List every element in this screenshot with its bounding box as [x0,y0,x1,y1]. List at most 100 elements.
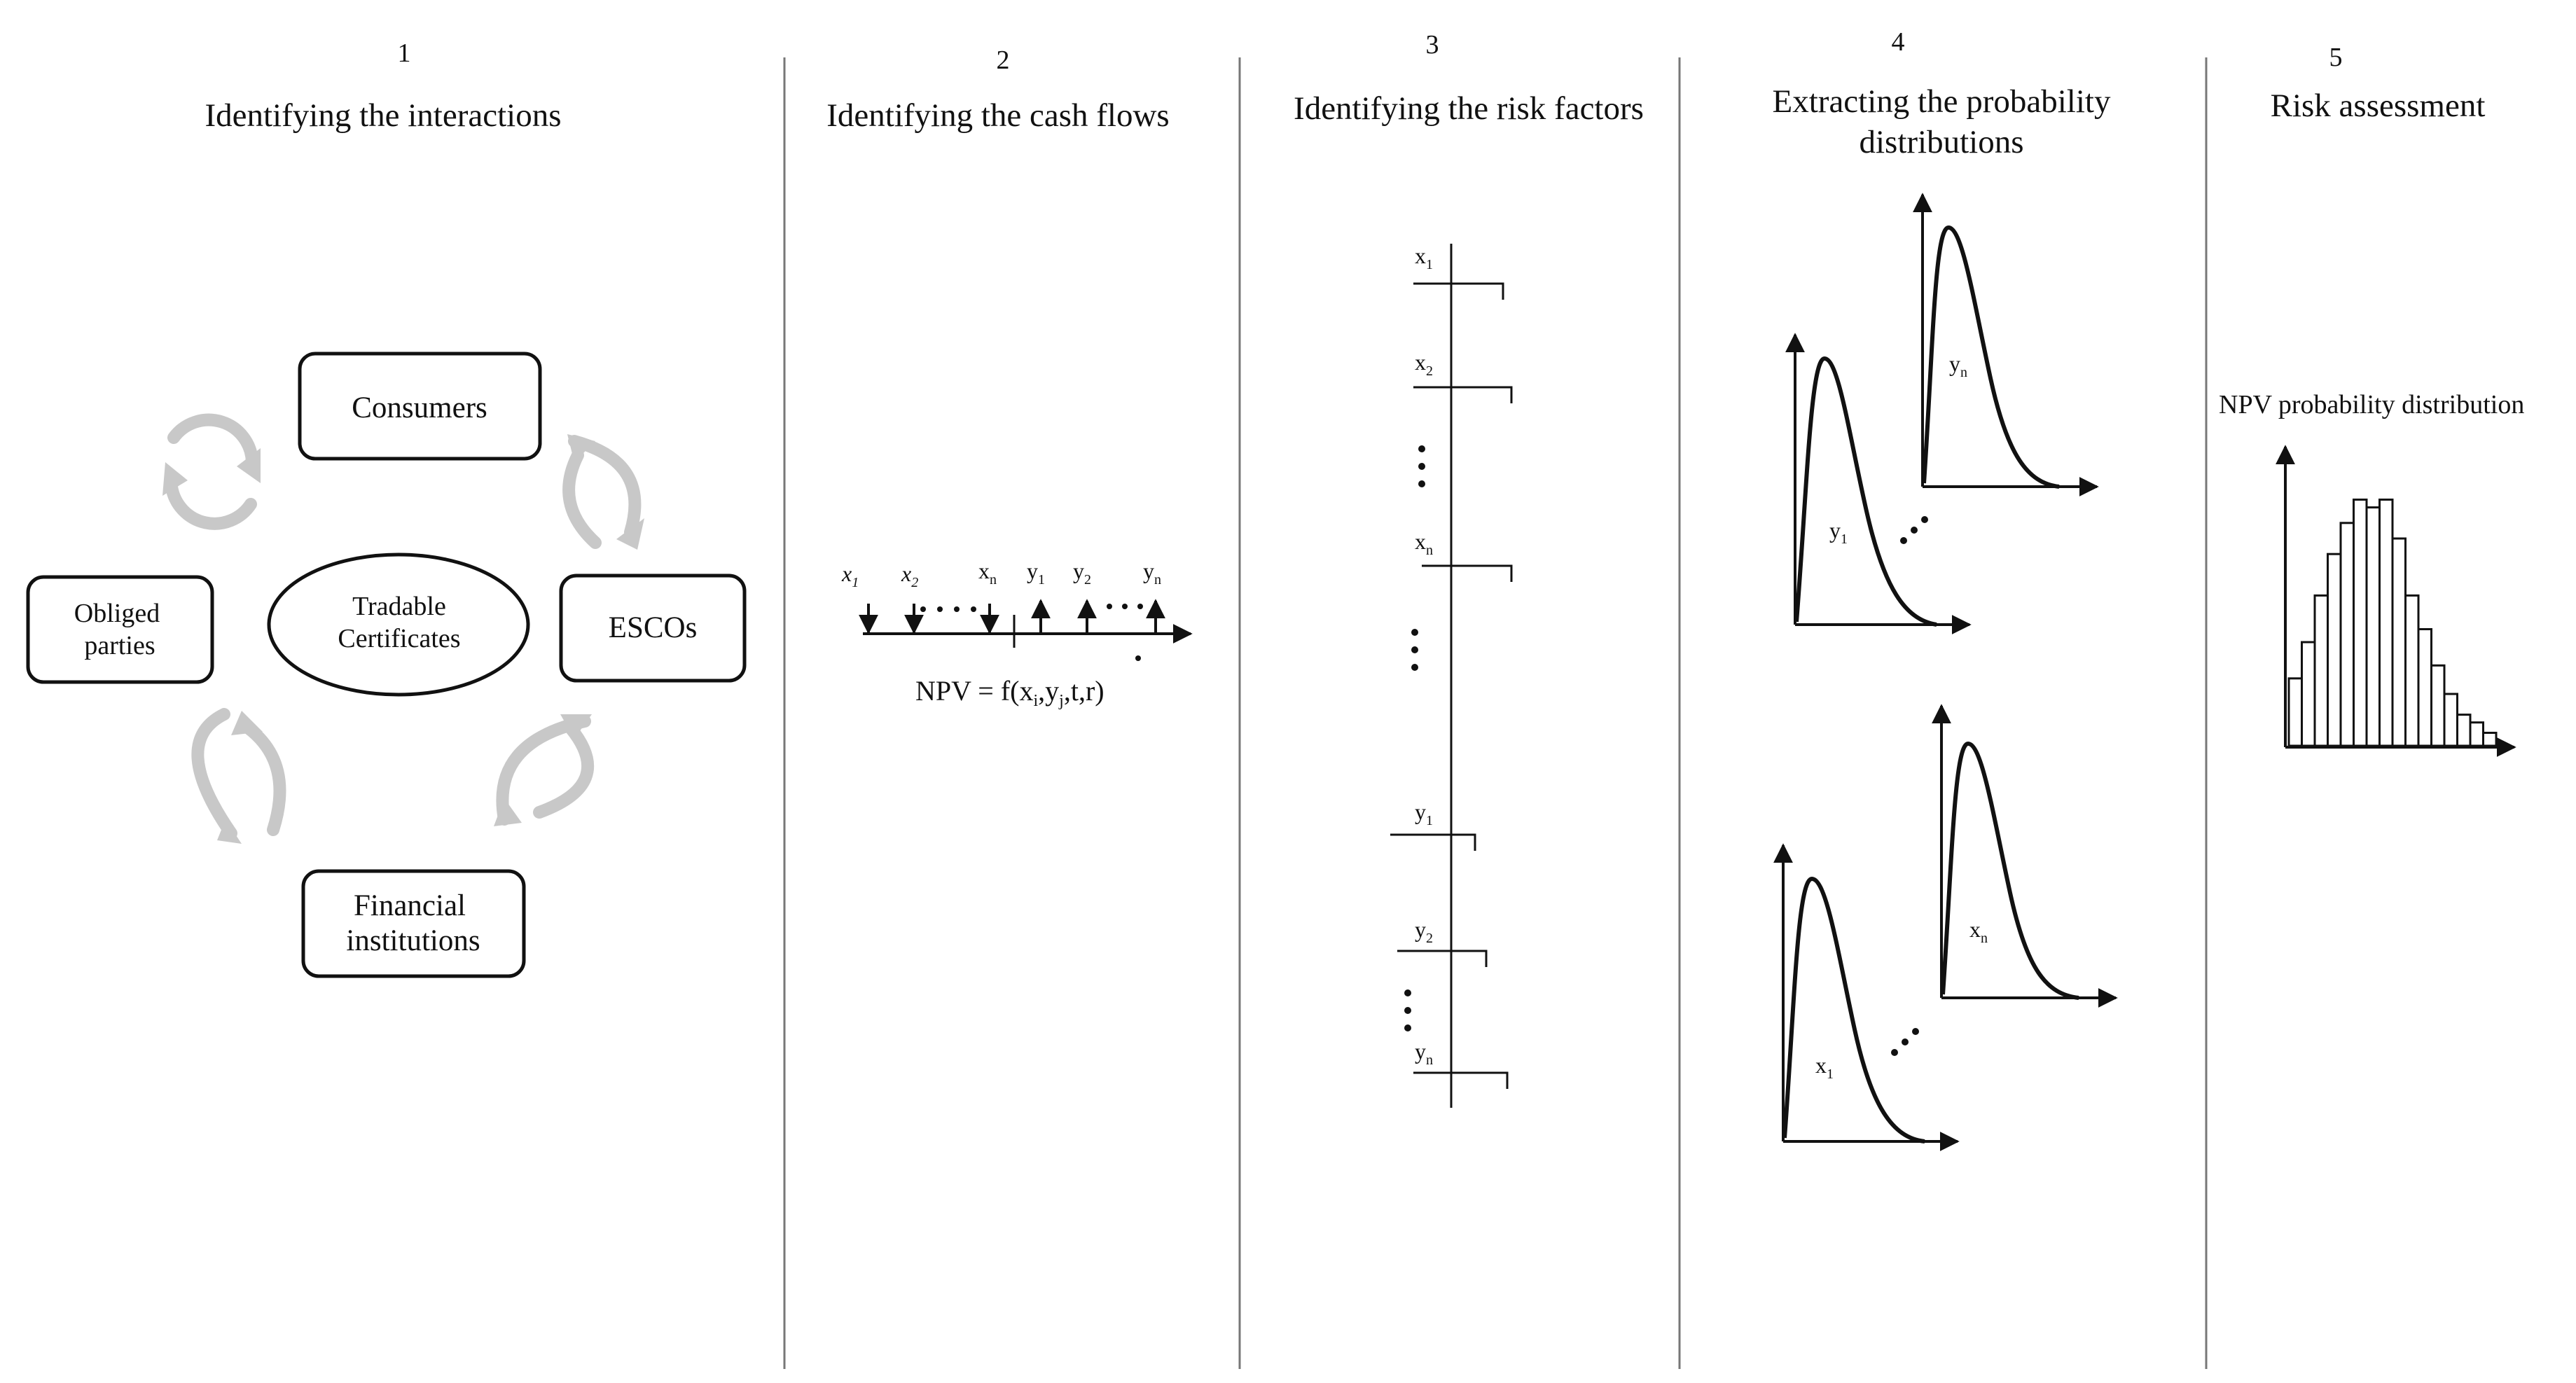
dot [1418,463,1425,470]
histogram-bar [2469,721,2484,747]
financial-label-line2: institutions [346,924,480,957]
cycle-arrow-icon-bottom-left [191,708,286,844]
column-3-number: 3 [1426,30,1439,60]
dot [1135,655,1141,661]
dot [1891,1049,1898,1056]
cycle-arrow-icon-top-left [162,413,261,530]
cash-label-x2: x2 [901,561,918,590]
column-1-number: 1 [398,39,411,68]
histogram-bar [2456,714,2472,747]
cash-flow-diagram: x1 x2 xn y1 y2 yn NPV = f(xi,yj,t,r) [841,558,1193,710]
histogram-bar [2482,732,2498,747]
histogram-bar [2443,693,2458,747]
dot [937,606,943,612]
histogram-bar [2391,537,2407,747]
tradable-label-line2: Certificates [338,624,460,653]
dot [1902,1038,1909,1045]
column-5-number: 5 [2329,43,2343,72]
dot [1411,629,1418,636]
column-3-title: Identifying the risk factors [1294,90,1644,127]
column-4-title-line2: distributions [1859,124,2023,160]
financial-institutions-box [301,869,526,978]
dot [1911,527,1918,534]
risk-bracket-xn [1422,564,1513,582]
dot [1418,445,1425,452]
dist-x1-curve [1782,876,1925,1144]
tradable-certificates-ellipse [267,552,530,697]
histogram-bar [2365,506,2381,747]
cycle-arrow-icon-bottom-right [494,714,595,826]
histogram-bar [2313,594,2329,747]
risk-label-y2: y2 [1415,917,1433,946]
dot [1404,989,1411,996]
dot [971,606,976,612]
risk-label-yn: yn [1415,1038,1433,1068]
histogram-bar [2378,499,2394,747]
dot [954,606,960,612]
risk-assessment-diagram: NPV probability distribution [2219,390,2524,757]
histogram-bars [2287,499,2498,747]
column-5-title: Risk assessment [2271,88,2486,124]
risk-label-xn: xn [1415,529,1433,558]
dot [1404,1024,1411,1031]
cycle-arrow-icon-top-right [562,434,644,550]
cash-label-x1: x1 [841,561,859,590]
dot [1411,646,1418,653]
dot [1912,1028,1919,1035]
obliged-parties-box [26,575,214,684]
risk-bracket-yn [1413,1071,1509,1089]
obliged-label-line2: parties [84,631,155,660]
column-4-title-line1: Extracting the probability [1773,83,2111,120]
dot [1921,516,1928,523]
dot [1122,604,1128,609]
dist-label-xn: xn [1969,917,1988,946]
consumers-label: Consumers [352,391,487,424]
npv-distribution-label: NPV probability distribution [2219,390,2524,419]
risk-label-x1: x1 [1415,243,1433,272]
cash-label-y1: y1 [1027,558,1045,588]
dist-label-x1: x1 [1815,1052,1834,1082]
risk-bracket-x2 [1413,386,1513,403]
histogram-bar [2353,499,2368,747]
escos-box [559,574,747,683]
dist-label-yn: yn [1949,351,1967,380]
escos-label: ESCOs [609,611,698,644]
dot [1411,664,1418,671]
obliged-label-line1: Obliged [74,599,160,628]
dot [920,606,926,612]
cash-label-yn: yn [1143,558,1161,588]
distributions-diagram: y1 yn x1 xn [1773,193,2118,1151]
risk-bracket-y2 [1397,950,1488,967]
dist-label-y1: y1 [1829,517,1848,547]
dot [1404,1007,1411,1014]
column-2-number: 2 [997,46,1010,75]
tradable-label-line1: Tradable [352,592,446,621]
histogram-bar [2339,522,2355,747]
cycle-arrows [162,413,644,844]
column-4-number: 4 [1892,27,1905,57]
column-headers: 1 Identifying the interactions 2 Identif… [205,27,2485,160]
risk-label-x2: x2 [1415,349,1433,379]
column-1-title: Identifying the interactions [205,97,561,134]
cash-label-y2: y2 [1073,558,1091,588]
histogram-bar [2417,628,2432,747]
dot [1107,604,1112,609]
histogram-bar [2404,594,2420,747]
dist-xn-curve [1941,741,2079,1000]
interactions-diagram: Consumers ESCOs Obliged parties Financia… [26,352,747,978]
dot [1900,537,1907,544]
dot [1137,604,1143,609]
histogram-bar [2301,641,2316,747]
cash-label-xn: xn [978,558,997,588]
npv-formula: NPV = f(xi,yj,t,r) [915,675,1105,710]
risk-bracket-x1 [1413,282,1504,300]
histogram-bar [2327,552,2342,747]
histogram-bar [2287,677,2303,747]
risk-factors-diagram: x1 x2 xn y1 y2 yn [1390,243,1513,1108]
dist-y1-curve [1794,356,1937,627]
dist-yn-curve [1922,225,2060,489]
risk-bracket-y1 [1390,833,1476,851]
risk-label-y1: y1 [1415,799,1433,828]
consumers-box [298,352,542,461]
